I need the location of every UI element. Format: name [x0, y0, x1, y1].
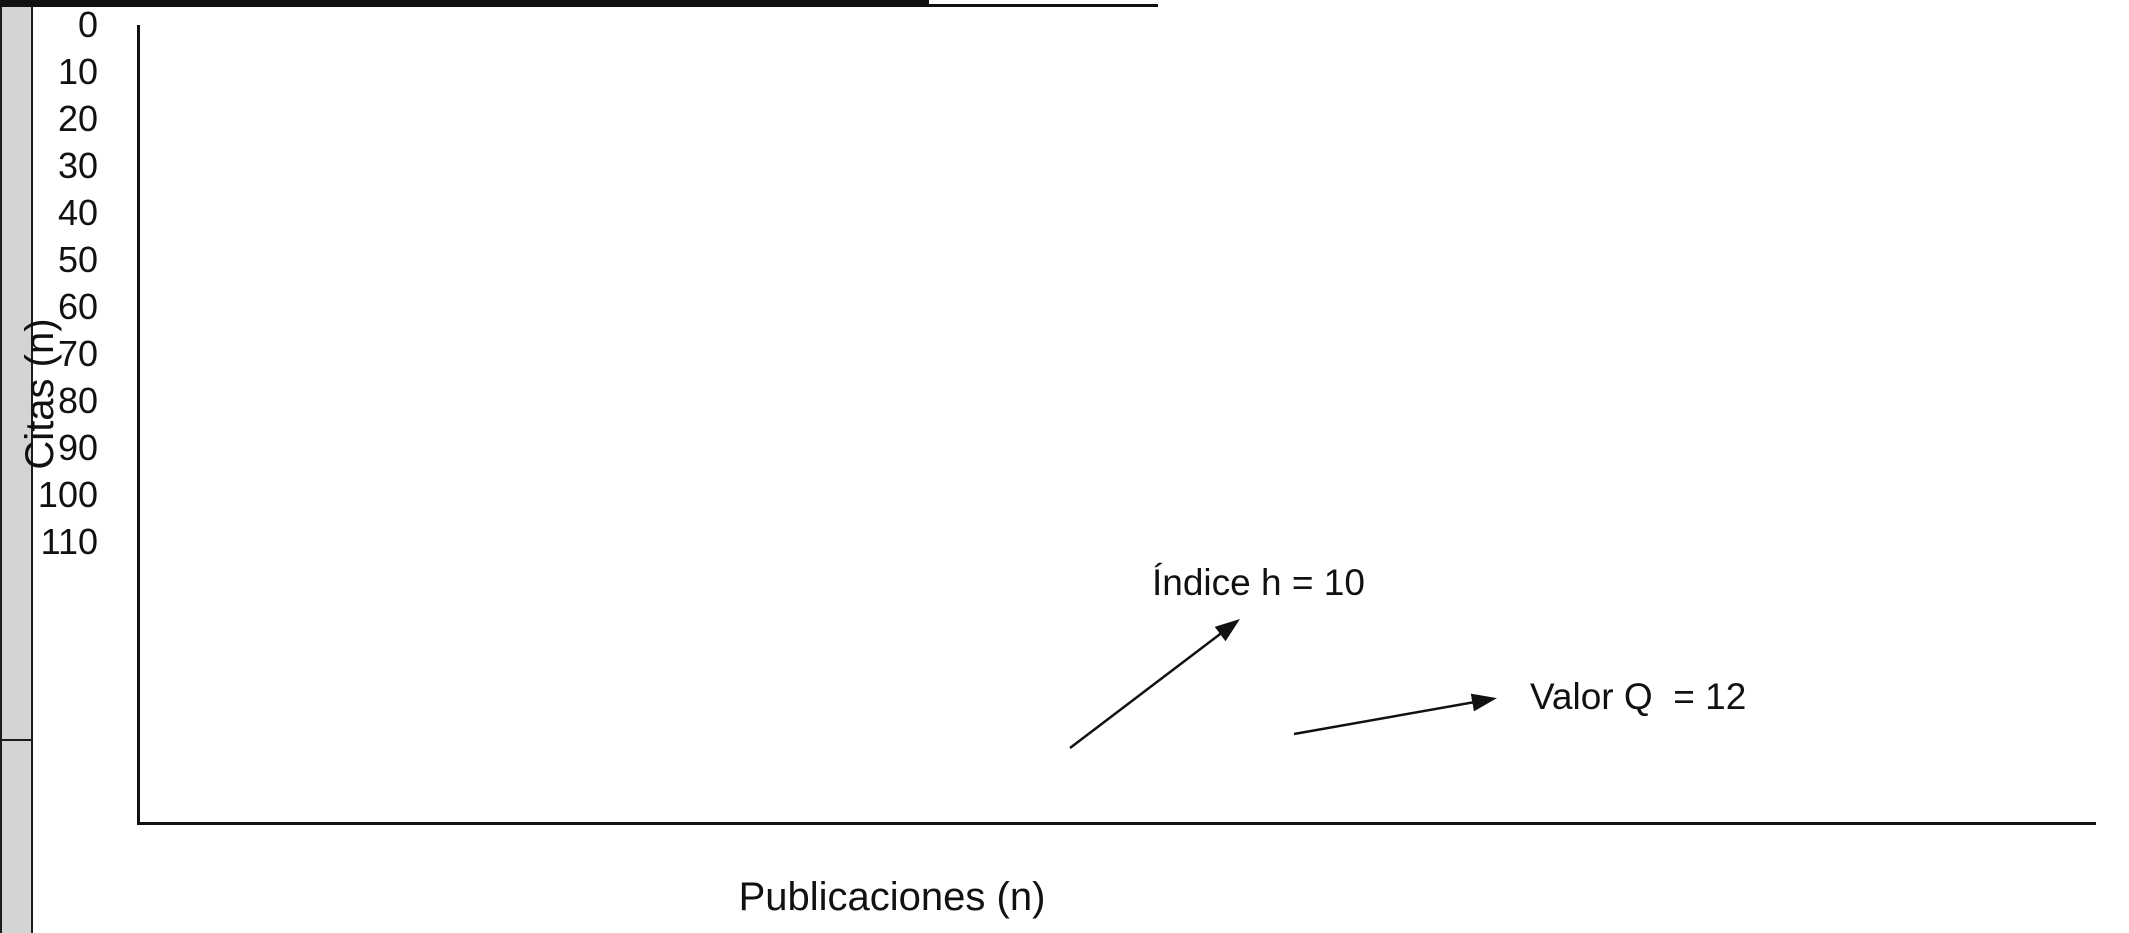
y-tick-label: 20	[57, 98, 98, 139]
y-tick-label: 30	[57, 145, 98, 186]
y-axis-line	[137, 25, 140, 825]
bars-layer	[0, 0, 34, 933]
x-axis-line	[137, 822, 2096, 825]
y-tick-label: 100	[37, 474, 98, 515]
y-tick-label: 0	[77, 4, 98, 45]
indice-h-arrow	[1069, 618, 1240, 749]
x-axis-title: Publicaciones (n)	[738, 875, 1046, 919]
annotation-valor-q: Valor Q = 12	[1530, 676, 1747, 717]
bar-serie-clara-pub-1	[0, 0, 34, 740]
annotation-indice-h: Índice h = 10	[1152, 562, 1365, 603]
ref-line-valor-q	[0, 4, 1158, 7]
y-tick-label: 90	[57, 427, 98, 468]
reference-lines-layer	[0, 0, 1158, 7]
ref-line-indice-h	[0, 0, 930, 4]
valor-q-arrow	[1293, 693, 1497, 736]
bar-serie-clara-pub-2	[0, 739, 34, 933]
y-tick-label: 50	[57, 239, 98, 280]
y-tick-label: 10	[57, 51, 98, 92]
y-tick-label: 60	[57, 286, 98, 327]
y-tick-label: 70	[57, 333, 98, 374]
y-tick-label: 40	[57, 192, 98, 233]
y-tick-label: 110	[40, 521, 98, 562]
y-tick-label: 80	[57, 380, 98, 421]
